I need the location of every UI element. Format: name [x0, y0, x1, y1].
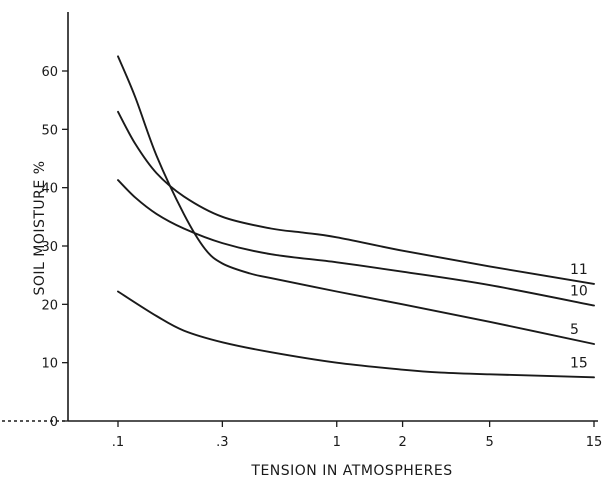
y-tick-label: 40: [41, 182, 58, 197]
series-line-15: [117, 290, 595, 379]
y-tick-label: 20: [41, 298, 58, 313]
x-tick-label: .3: [216, 435, 228, 450]
y-tick-label: 30: [41, 240, 58, 255]
y-axis-title: SOIL MOISTURE %: [32, 160, 48, 295]
x-tick-label: 5: [485, 435, 493, 450]
axes: 0 10 20 30 40 50 60 .1 .3 1 2 5 15: [2, 12, 602, 450]
y-tick-label: 50: [41, 123, 58, 138]
y-tick-label: 0: [50, 415, 58, 430]
series-lines: [117, 55, 595, 379]
series-label-11: 11: [570, 262, 588, 278]
x-tick-label: .1: [112, 435, 124, 450]
x-tick-label: 1: [333, 435, 341, 450]
x-tick-label: 15: [586, 435, 603, 450]
series-label-10: 10: [570, 284, 588, 300]
y-tick-label: 10: [41, 357, 58, 372]
y-tick-label: 60: [41, 65, 58, 80]
series-line-5: [117, 55, 595, 345]
series-label-15: 15: [570, 355, 588, 371]
series-labels: 11 10 5 15: [570, 262, 588, 371]
x-axis-title: TENSION IN ATMOSPHERES: [250, 463, 452, 479]
x-tick-label: 2: [398, 435, 406, 450]
series-label-5: 5: [570, 322, 579, 338]
series-line-11: [117, 110, 595, 285]
series-line-10: [117, 179, 595, 307]
